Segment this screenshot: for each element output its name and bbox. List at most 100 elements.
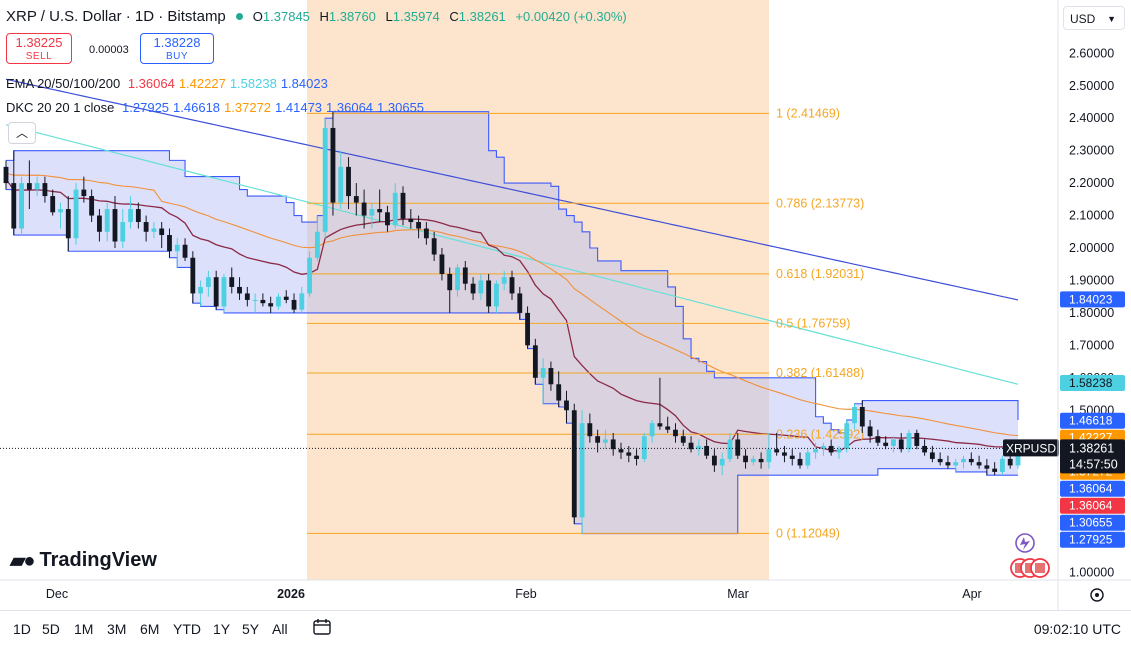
currency-value: USD <box>1070 12 1096 26</box>
price-tag-6 <box>1060 480 1125 497</box>
candle-body <box>416 222 421 229</box>
candle-body <box>665 426 671 430</box>
candle-body <box>268 303 274 307</box>
candle-body <box>579 423 585 518</box>
range-button-ytd[interactable]: YTD <box>173 621 201 637</box>
candle-body <box>696 445 702 450</box>
candle-body <box>867 426 873 437</box>
range-button-1y[interactable]: 1Y <box>213 621 231 637</box>
countdown-text: 14:57:50 <box>1069 457 1118 471</box>
price-tag-text-8: 1.30655 <box>1069 516 1113 530</box>
price-chart[interactable]: 1 (2.41469) 0.786 (2.13773) 0.618 (1.92031… <box>0 0 1131 610</box>
flag-icon <box>1035 563 1045 573</box>
y-tick-label-7: 1.70000 <box>1069 338 1114 352</box>
price-tag-text-7: 1.36064 <box>1069 499 1113 513</box>
candle-body <box>42 183 48 197</box>
candle-body <box>859 407 865 427</box>
dkc-legend-label: DKC 20 20 1 close <box>6 100 115 115</box>
candle-body <box>852 407 857 424</box>
candle-body <box>883 442 889 446</box>
candle-body <box>26 183 32 190</box>
range-button-all[interactable]: All <box>272 621 288 637</box>
price-tag-1 <box>1060 375 1125 392</box>
price-tag-7 <box>1060 497 1125 514</box>
lightning-event-icon[interactable] <box>1015 533 1035 553</box>
candle-body <box>820 445 826 450</box>
x-tick-label-4: Apr <box>962 587 981 601</box>
ema-value-2: 1.58238 <box>229 76 277 91</box>
candle-body <box>844 423 850 450</box>
candle-body <box>353 196 359 203</box>
candle-body <box>34 183 40 190</box>
dkc-legend[interactable]: DKC 20 20 1 close 1.27925 1.46618 1.37272 1… <box>6 100 432 115</box>
range-button-5d[interactable]: 5D <box>42 621 60 637</box>
candle-body <box>19 183 24 229</box>
range-button-1m[interactable]: 1M <box>74 621 94 637</box>
candle-body <box>462 267 468 284</box>
symbol-title[interactable]: XRP / U.S. Dollar · 1D · Bitstamp <box>6 8 226 25</box>
currency-select[interactable]: USD ▼ <box>1063 6 1125 30</box>
collapse-legend-button[interactable]: ︿ <box>8 122 36 144</box>
candle-body <box>836 449 842 453</box>
fib-zone <box>307 0 769 580</box>
candle-body <box>898 439 904 450</box>
y-tick-label-11: 2.10000 <box>1069 209 1114 223</box>
flag-icon <box>1015 563 1025 573</box>
price-tag-text-1: 1.58238 <box>1069 376 1113 390</box>
chart-header: XRP / U.S. Dollar · 1D · Bitstamp O1.378… <box>6 8 633 25</box>
candle-body <box>213 277 219 307</box>
candle-body <box>276 296 281 307</box>
dkc-value-3: 1.41473 <box>275 100 323 115</box>
fib-label-0.236: 0.236 (1.42592) <box>776 427 864 441</box>
buy-button[interactable]: 1.38228 BUY <box>140 33 214 64</box>
range-button-3m[interactable]: 3M <box>107 621 127 637</box>
candle-body <box>922 445 927 453</box>
candle-body <box>322 127 328 232</box>
candle-body <box>369 209 375 216</box>
y-tick-label-9: 1.90000 <box>1069 273 1114 287</box>
ohlc-close-key: C <box>449 9 459 24</box>
candle-body <box>128 209 133 223</box>
candle-body <box>704 445 710 456</box>
channel-fill <box>6 111 1018 534</box>
candle-body <box>603 439 608 443</box>
candle-body <box>766 449 772 463</box>
ema-20-line <box>5 178 1019 453</box>
candle-body <box>906 432 912 450</box>
range-button-5y[interactable]: 5Y <box>242 621 260 637</box>
auto-scale-icon[interactable] <box>1088 586 1106 604</box>
range-button-1d[interactable]: 1D <box>13 621 31 637</box>
tradingview-logo-icon: ▰● <box>10 550 36 572</box>
utc-clock[interactable]: 09:02:10 UTC <box>1033 621 1121 637</box>
candle-body <box>486 280 492 307</box>
buy-label: BUY <box>165 51 189 62</box>
price-tag-text-9: 1.27925 <box>1069 533 1113 547</box>
fib-label-0.618: 0.618 (1.92031) <box>776 267 864 281</box>
candle-body <box>805 452 811 466</box>
candle-body <box>252 299 258 301</box>
channel-upper-line <box>6 111 1019 434</box>
candle-body <box>244 293 250 300</box>
candle-body <box>626 452 632 456</box>
calendar-icon[interactable] <box>312 618 332 636</box>
range-button-6m[interactable]: 6M <box>140 621 160 637</box>
sell-button[interactable]: 1.38225 SELL <box>6 33 72 64</box>
candle-body <box>478 280 484 294</box>
candle-body <box>891 439 896 446</box>
chevron-down-icon: ▼ <box>1107 14 1116 24</box>
candle-body <box>159 228 165 236</box>
candle-body <box>167 235 172 252</box>
candle-body <box>221 277 227 307</box>
x-tick-label-3: Mar <box>727 587 749 601</box>
candle-body <box>680 436 686 443</box>
candle-body <box>3 166 9 184</box>
candle-body <box>750 458 756 463</box>
ema-legend[interactable]: EMA 20/50/100/200 1.36064 1.42227 1.58238 1… <box>6 76 336 91</box>
candle-body <box>58 209 63 213</box>
ohlc-close: 1.38261 <box>458 9 506 24</box>
candle-body <box>961 458 966 463</box>
flag-icon <box>1025 563 1035 573</box>
candle-body <box>509 277 515 294</box>
y-tick-label-8: 1.80000 <box>1069 306 1114 320</box>
candle-body <box>688 442 694 450</box>
